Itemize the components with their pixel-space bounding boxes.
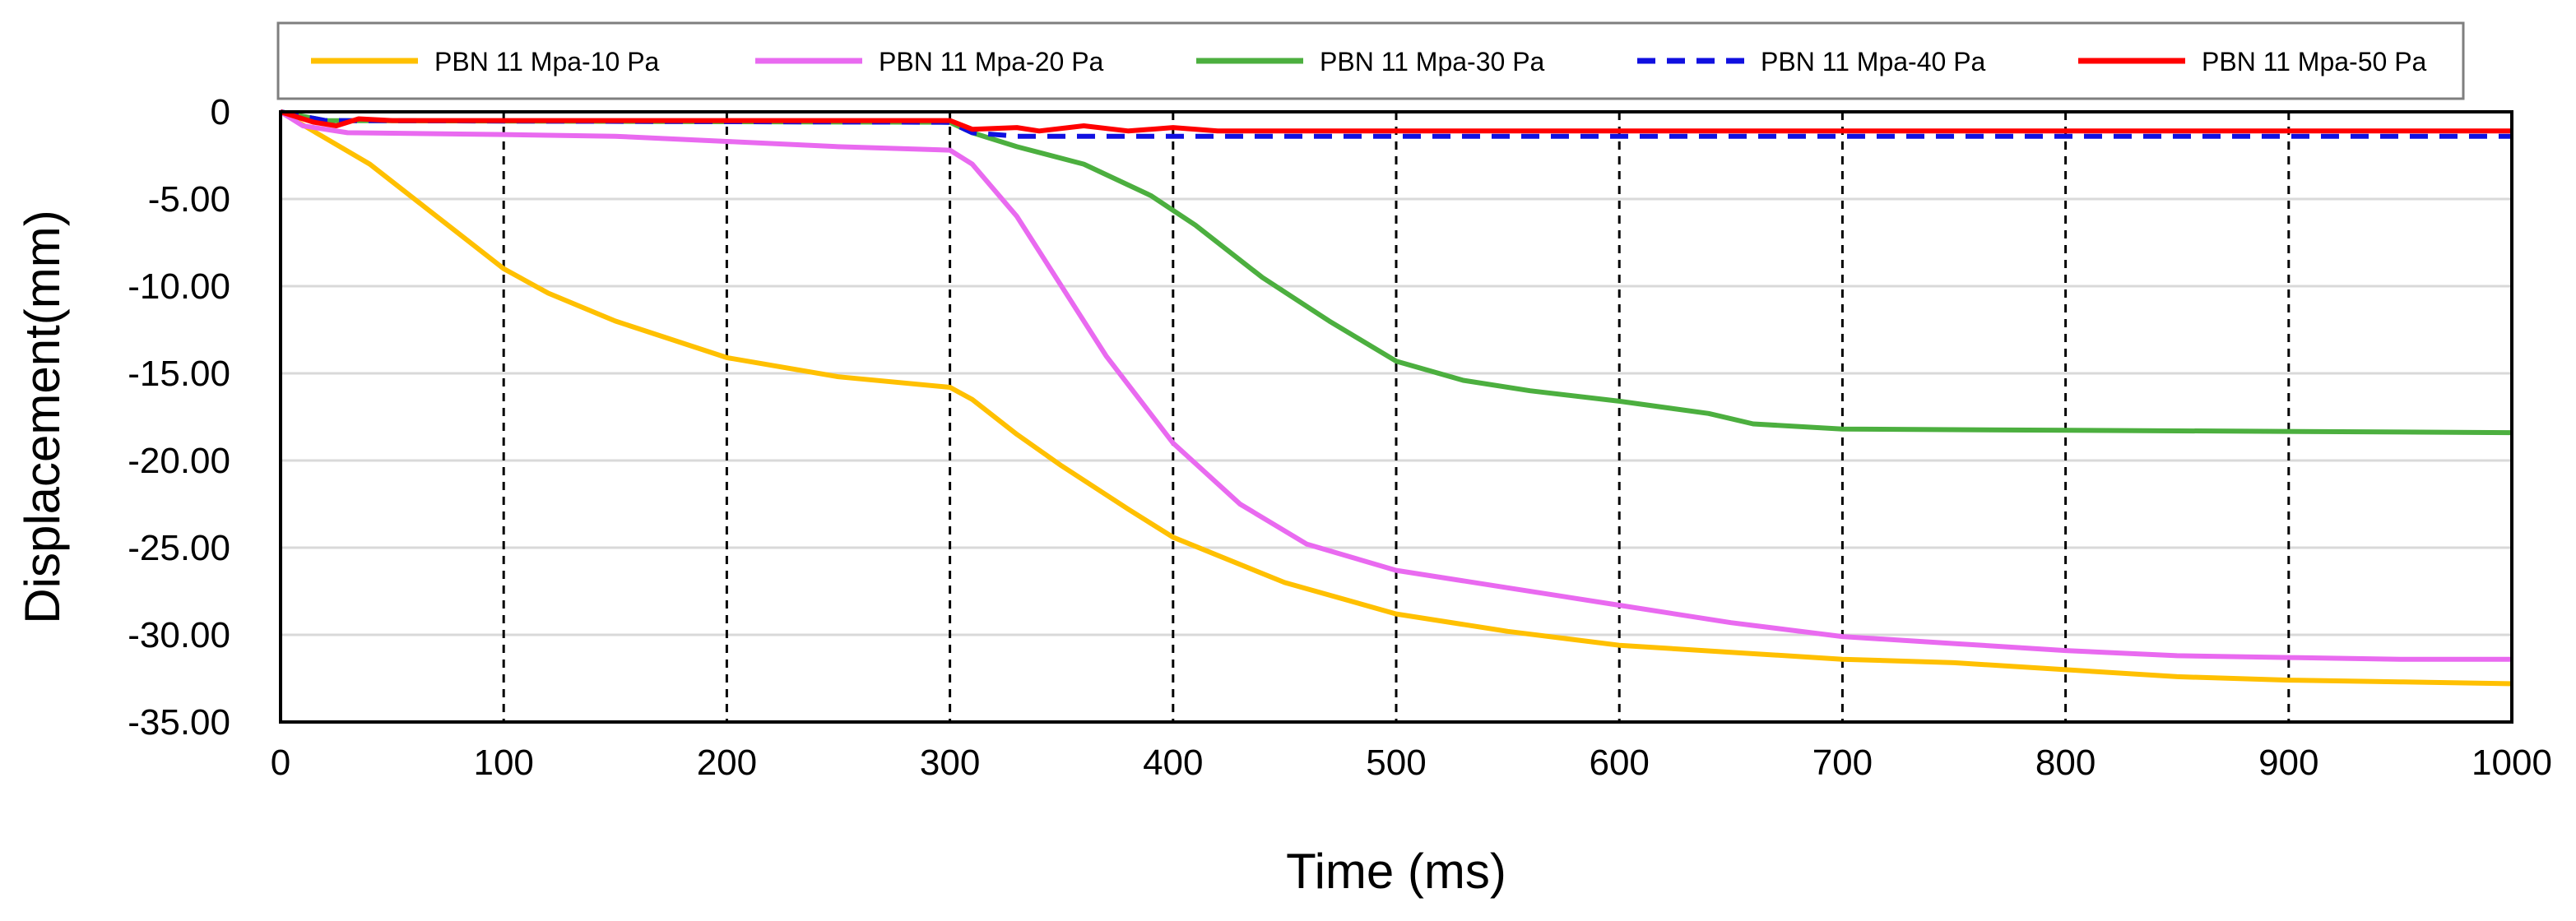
legend-label-4: PBN 11 Mpa-40 Pa bbox=[1761, 47, 1986, 76]
legend-label-3: PBN 11 Mpa-30 Pa bbox=[1320, 47, 1545, 76]
legend-label-2: PBN 11 Mpa-20 Pa bbox=[879, 47, 1104, 76]
x-tick-label: 600 bbox=[1589, 743, 1649, 783]
plot-frame bbox=[279, 110, 2513, 724]
y-tick-label: 0 bbox=[211, 92, 230, 132]
x-tick-label: 700 bbox=[1812, 743, 1873, 783]
y-axis-title: Displacement(mm) bbox=[15, 210, 70, 623]
y-tick-label: -30.00 bbox=[128, 615, 230, 655]
legend-entry-4: PBN 11 Mpa-40 Pa bbox=[1637, 47, 1986, 76]
x-tick-label: 800 bbox=[2035, 743, 2096, 783]
y-axis-tick-labels: 0 -5.00 -10.00 -15.00 -20.00 -25.00 -30.00 -35.… bbox=[128, 92, 230, 743]
x-tick-label: 400 bbox=[1143, 743, 1203, 783]
x-tick-label: 0 bbox=[271, 743, 290, 783]
legend-entry-5: PBN 11 Mpa-50 Pa bbox=[2078, 47, 2427, 76]
y-tick-label: -20.00 bbox=[128, 441, 230, 481]
x-axis-title: Time (ms) bbox=[1286, 844, 1506, 899]
legend-label-5: PBN 11 Mpa-50 Pa bbox=[2202, 47, 2427, 76]
y-tick-label: -10.00 bbox=[128, 266, 230, 307]
series-layer bbox=[279, 109, 2513, 687]
x-tick-label: 1000 bbox=[2472, 743, 2552, 783]
series-line-2 bbox=[279, 109, 2512, 662]
y-tick-label: -25.00 bbox=[128, 528, 230, 568]
legend-entry-3: PBN 11 Mpa-30 Pa bbox=[1196, 47, 1545, 76]
y-tick-label: -5.00 bbox=[148, 179, 230, 220]
x-tick-label: 200 bbox=[697, 743, 757, 783]
x-axis-tick-labels: 0 100 200 300 400 500 600 700 800 900 1000 bbox=[271, 743, 2552, 783]
x-tick-label: 300 bbox=[920, 743, 980, 783]
series-line-5 bbox=[280, 109, 2512, 134]
x-tick-label: 100 bbox=[473, 743, 533, 783]
legend-label-1: PBN 11 Mpa-10 Pa bbox=[434, 47, 660, 76]
grid bbox=[281, 112, 2512, 722]
legend-entry-2: PBN 11 Mpa-20 Pa bbox=[755, 47, 1104, 76]
series-line-1 bbox=[279, 109, 2513, 687]
x-tick-label: 900 bbox=[2258, 743, 2318, 783]
x-tick-label: 500 bbox=[1366, 743, 1426, 783]
legend-entry-1: PBN 11 Mpa-10 Pa bbox=[311, 47, 660, 76]
legend: PBN 11 Mpa-10 Pa PBN 11 Mpa-20 Pa PBN 11… bbox=[276, 21, 2465, 100]
y-tick-label: -15.00 bbox=[128, 354, 230, 394]
y-tick-label: -35.00 bbox=[128, 702, 230, 743]
